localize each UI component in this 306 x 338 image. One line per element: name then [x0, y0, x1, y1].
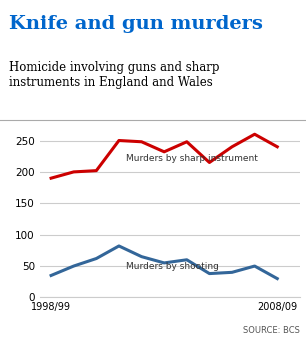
- Text: Murders by shooting: Murders by shooting: [126, 262, 218, 270]
- Text: Homicide involving guns and sharp
instruments in England and Wales: Homicide involving guns and sharp instru…: [9, 61, 220, 89]
- Text: SOURCE: BCS: SOURCE: BCS: [243, 325, 300, 335]
- Text: Murders by sharp instrument: Murders by sharp instrument: [126, 153, 258, 163]
- Text: Knife and gun murders: Knife and gun murders: [9, 15, 263, 33]
